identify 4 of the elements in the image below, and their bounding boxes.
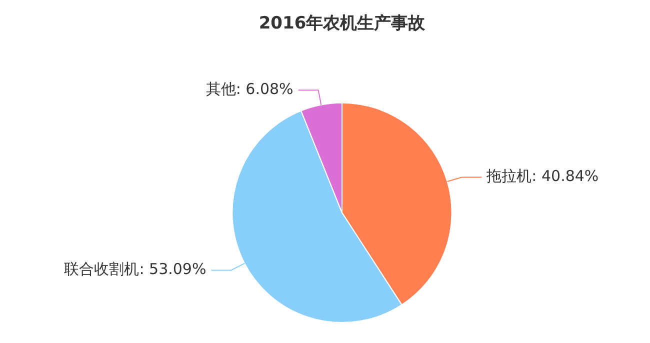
slice-label: 联合收割机: 53.09%	[64, 260, 206, 278]
slice-label: 拖拉机: 40.84%	[486, 167, 599, 186]
slice-label: 其他: 6.08%	[206, 80, 294, 98]
chart-title: 2016年农机生产事故	[258, 14, 426, 34]
